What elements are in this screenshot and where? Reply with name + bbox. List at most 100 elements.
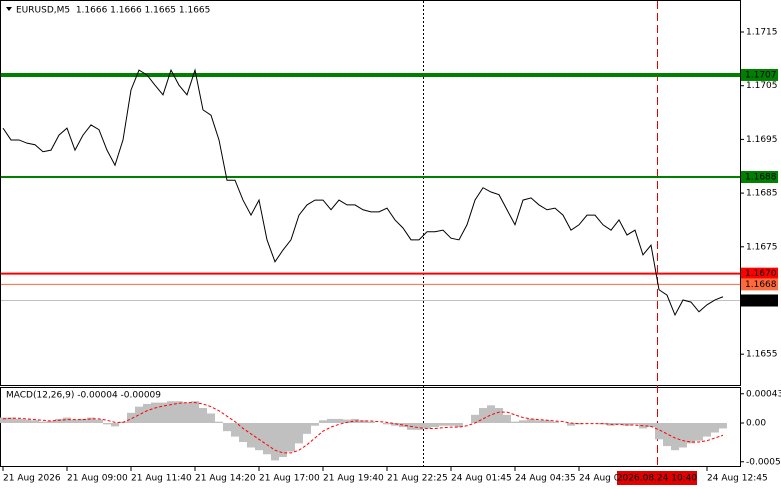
y-tick-label: 1.1685 [746,189,778,199]
main-frame [0,0,741,386]
price-level-label: 1.1665 [745,296,777,306]
macd-bar [383,423,391,425]
macd-bar [327,418,335,423]
macd-bar [55,418,63,423]
cursor-label: 2026.08.24 10:40 [617,474,698,484]
macd-bar [271,423,279,461]
macd-bar [495,408,503,423]
macd-bar [311,423,319,426]
macd-bar [15,418,23,423]
macd-bar [471,414,479,423]
macd-bar [135,406,143,423]
macd-bar [367,421,375,423]
macd-bar [199,408,207,423]
macd-bar [39,421,47,423]
macd-bar [359,420,367,423]
macd-bar [127,412,135,423]
macd-frame [0,387,741,467]
macd-bar [0,417,7,423]
macd-bar [567,423,575,426]
price-level-badge [741,267,778,280]
symbol-icon [6,7,12,11]
y-tick-label: 1.1705 [746,81,778,91]
macd-bar [287,423,295,452]
macd-bar [719,423,727,429]
y-tick-label: 1.1695 [746,135,778,145]
macd-bar [183,402,191,423]
macd-bar [455,423,463,428]
x-tick-label: 21 Aug 11:40 [131,474,192,484]
y-tick-label: 0.00 [746,419,766,429]
macd-bar [231,423,239,437]
macd-bar [263,423,271,455]
price-level-badge [741,170,778,183]
macd-bar [239,423,247,443]
macd-bar [303,423,311,434]
macd-bar [447,423,455,426]
price-level-label: 1.1668 [745,280,777,290]
x-tick-label: 24 Aug 12:45 [707,474,768,484]
x-tick-label: 21 Aug 17:00 [259,474,320,484]
macd-bar [655,423,663,440]
price-level-badge [741,294,778,307]
macd-bar [511,421,519,423]
macd-bar [535,420,543,423]
macd-bar [519,420,527,423]
macd-bar [711,423,719,433]
macd-bar [79,418,87,423]
x-tick-label: 24 Aug 04:35 [515,474,576,484]
macd-bar [703,423,711,437]
macd-bar [167,401,175,423]
chart-title: EURUSD,M5 1.1666 1.1666 1.1665 1.1665 [16,6,210,16]
price-level-badge [741,278,778,291]
macd-bar [47,420,55,423]
macd-bar [335,418,343,423]
macd-bar [247,423,255,448]
macd-bar [415,423,423,430]
macd-bar [503,414,511,423]
macd-bar [111,423,119,427]
x-tick-label: 21 Aug 2026 [3,474,61,484]
macd-bar [631,423,639,425]
macd-bar [63,417,71,423]
price-level-label: 1.1707 [745,70,777,80]
macd-bar [663,423,671,447]
price-level-label: 1.1688 [745,172,777,182]
price-level-badge [741,68,778,81]
macd-bar [207,413,215,423]
signal-line [2,402,724,454]
macd-bar [191,401,199,423]
macd-title: MACD(12,26,9) -0.00004 -0.00009 [6,391,161,401]
macd-bar [623,423,631,426]
y-tick-label: 1.1675 [746,242,778,252]
macd-bar [527,418,535,423]
x-tick-label: 21 Aug 09:00 [67,474,128,484]
macd-bar [159,402,167,423]
macd-bar [223,423,231,432]
macd-bar [431,423,439,428]
macd-bar [343,419,351,423]
cursor-badge [617,471,697,485]
macd-bar [151,402,159,423]
price-line [2,68,724,317]
y-tick-label: 1.1655 [746,350,778,360]
x-tick-label: 24 Aug 01:45 [451,474,512,484]
macd-bar [103,423,111,425]
macd-bar [71,419,79,423]
macd-bar [615,423,623,425]
macd-bar [671,423,679,451]
macd-bar [87,417,95,423]
macd-bar [439,423,447,426]
macd-bar [7,417,15,423]
macd-bar [175,401,183,423]
macd-bar [319,420,327,423]
macd-bar [423,423,431,429]
x-tick-label: 21 Aug 19:40 [323,474,384,484]
macd-bar [279,423,287,457]
macd-bar [575,423,583,425]
macd-bar [23,419,31,423]
macd-bar [215,421,223,423]
x-tick-label: 24 Aug 0 [579,474,620,484]
macd-bar [479,408,487,423]
